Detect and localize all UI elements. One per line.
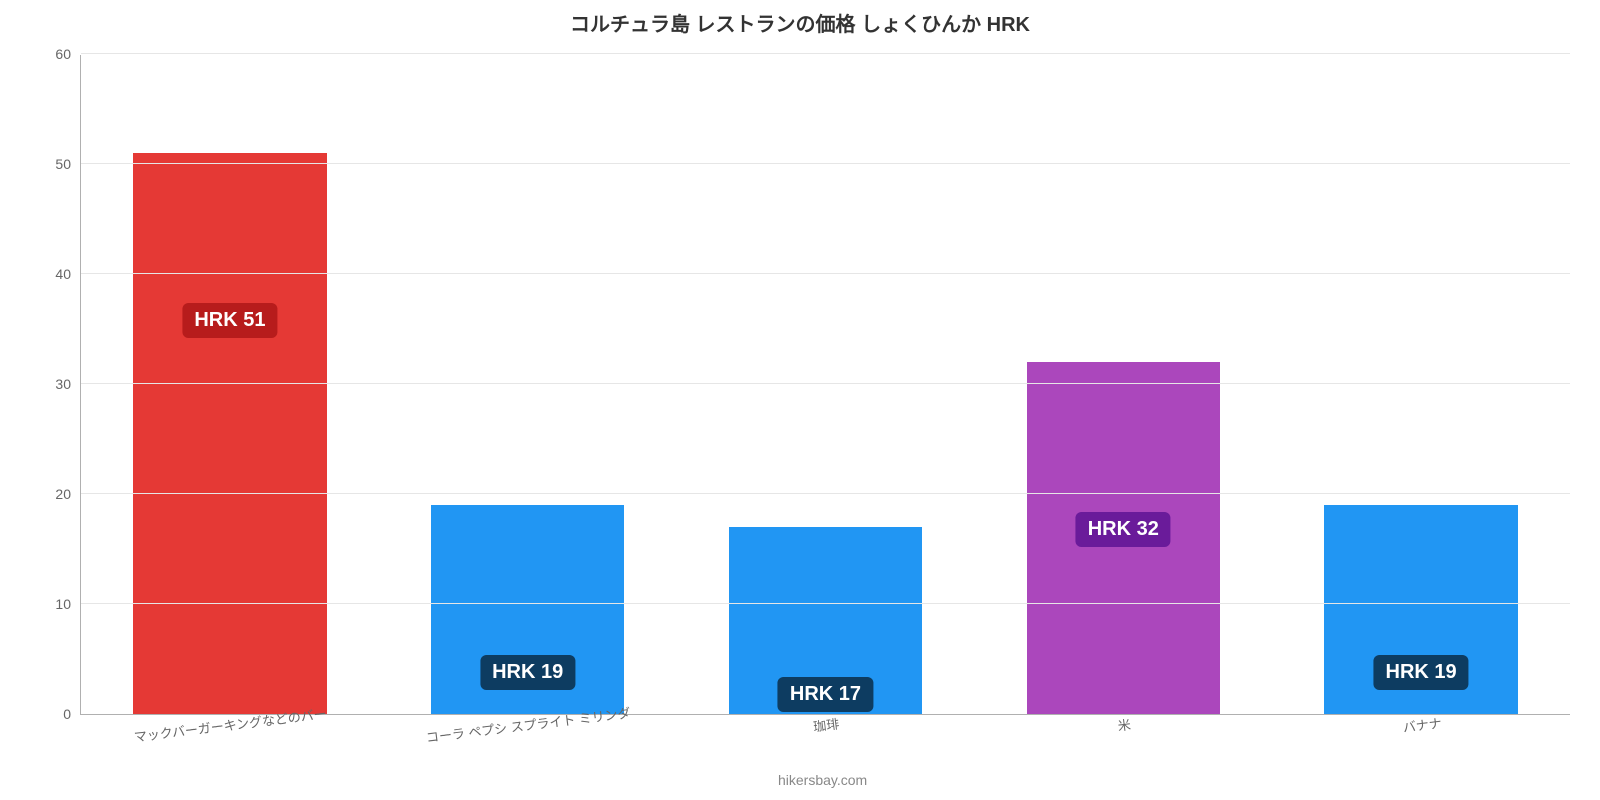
- gridline: [81, 603, 1570, 604]
- bar-slot: HRK 51: [81, 55, 379, 714]
- bars-container: HRK 51 HRK 19 HRK 17 HRK 32 HRK 19: [81, 55, 1570, 714]
- value-badge: HRK 19: [1374, 655, 1469, 690]
- y-tick-label: 10: [55, 596, 81, 612]
- gridline: [81, 493, 1570, 494]
- value-badge: HRK 51: [182, 303, 277, 338]
- value-badge: HRK 32: [1076, 512, 1171, 547]
- y-tick-label: 50: [55, 156, 81, 172]
- bar: HRK 51: [133, 153, 327, 714]
- attribution-text: hikersbay.com: [778, 772, 867, 788]
- x-tick-label: 珈琲: [812, 713, 840, 735]
- bar-slot: HRK 19: [379, 55, 677, 714]
- y-tick-label: 40: [55, 266, 81, 282]
- gridline: [81, 383, 1570, 384]
- y-tick-label: 20: [55, 486, 81, 502]
- chart-title: コルチュラ島 レストランの価格 しょくひんか HRK: [0, 8, 1600, 37]
- y-tick-label: 60: [55, 46, 81, 62]
- x-tick-label: 米: [1117, 714, 1132, 734]
- bar-slot: HRK 19: [1272, 55, 1570, 714]
- bar: HRK 17: [729, 527, 923, 714]
- gridline: [81, 163, 1570, 164]
- bar-slot: HRK 17: [677, 55, 975, 714]
- bar-slot: HRK 32: [974, 55, 1272, 714]
- gridline: [81, 53, 1570, 54]
- bar: HRK 19: [1324, 505, 1518, 714]
- x-tick-label: バナナ: [1402, 713, 1443, 737]
- plot-area: HRK 51HRK 19HRK 17HRK 32HRK 19 010203040…: [80, 55, 1570, 715]
- bar: HRK 32: [1027, 362, 1221, 714]
- price-bar-chart: コルチュラ島 レストランの価格 しょくひんか HRK HRK 51HRK 19H…: [0, 0, 1600, 800]
- y-tick-label: 30: [55, 376, 81, 392]
- bar: HRK 19: [431, 505, 625, 714]
- gridline: [81, 273, 1570, 274]
- value-badge: HRK 17: [778, 677, 873, 712]
- y-tick-label: 0: [63, 706, 81, 722]
- value-badge: HRK 19: [480, 655, 575, 690]
